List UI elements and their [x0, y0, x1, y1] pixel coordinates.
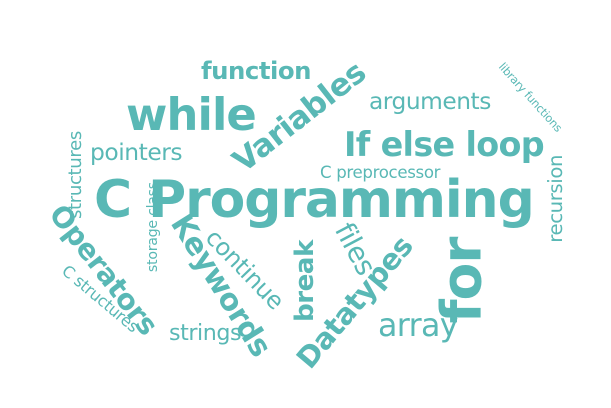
word-array: array	[378, 308, 459, 344]
word-c-preprocessor: C preprocessor	[320, 162, 441, 182]
word-pointers: pointers	[90, 137, 183, 166]
word-storage-class: storage class	[144, 182, 161, 273]
word-function: function	[201, 56, 312, 85]
word-c-programming: C Programming	[94, 170, 535, 230]
word-while: while	[126, 87, 257, 141]
word-arguments: arguments	[369, 87, 491, 115]
word-library-functions: library functions	[495, 59, 565, 135]
word-recursion: recursion	[544, 154, 568, 243]
word-break: break	[289, 240, 320, 323]
word-if-else-loop: If else loop	[344, 124, 545, 164]
word-strings: strings	[169, 320, 242, 346]
